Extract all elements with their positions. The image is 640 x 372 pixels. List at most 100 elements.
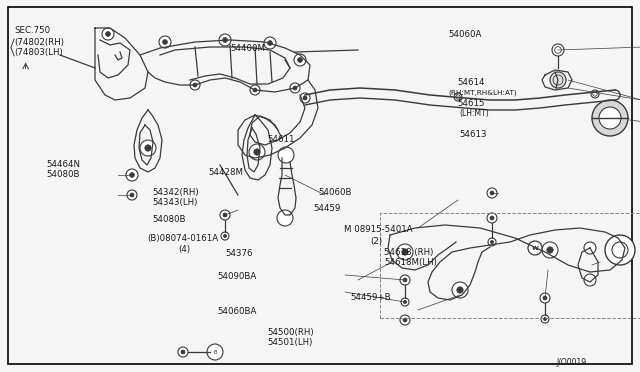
Text: J/O0019: J/O0019 (557, 358, 587, 367)
Text: 54459+B: 54459+B (351, 293, 391, 302)
Ellipse shape (487, 188, 497, 198)
Ellipse shape (457, 287, 463, 293)
Text: M 08915-5401A: M 08915-5401A (344, 225, 413, 234)
Ellipse shape (223, 234, 227, 238)
Ellipse shape (547, 247, 553, 253)
Ellipse shape (592, 100, 628, 136)
Ellipse shape (490, 240, 493, 244)
Text: 54428M: 54428M (208, 169, 243, 177)
Bar (380, 213, 640, 318)
Text: 54343(LH): 54343(LH) (152, 198, 198, 207)
Ellipse shape (106, 32, 111, 36)
Ellipse shape (400, 315, 410, 325)
Ellipse shape (268, 41, 273, 45)
Text: 54090BA: 54090BA (218, 272, 257, 280)
Text: 54500(RH): 54500(RH) (268, 328, 314, 337)
Ellipse shape (178, 347, 188, 357)
Text: B: B (213, 350, 217, 355)
Ellipse shape (221, 232, 229, 240)
Text: 54464N: 54464N (46, 160, 80, 169)
Text: 54614: 54614 (458, 78, 485, 87)
Text: 54501(LH): 54501(LH) (268, 339, 313, 347)
Ellipse shape (278, 147, 294, 163)
Ellipse shape (130, 193, 134, 197)
Text: (LH:MT): (LH:MT) (460, 109, 489, 118)
Text: 54060B: 54060B (319, 188, 352, 197)
Ellipse shape (253, 88, 257, 92)
Ellipse shape (249, 144, 265, 160)
Text: 54459: 54459 (314, 204, 341, 213)
Ellipse shape (145, 145, 151, 151)
Ellipse shape (298, 58, 302, 62)
Ellipse shape (488, 238, 496, 246)
Text: 54400M: 54400M (230, 44, 266, 53)
Text: (RH:MT,RH&LH:AT): (RH:MT,RH&LH:AT) (448, 90, 516, 96)
Ellipse shape (207, 344, 223, 360)
Text: SEC.750: SEC.750 (14, 26, 50, 35)
Ellipse shape (402, 249, 408, 255)
Ellipse shape (397, 244, 413, 260)
Ellipse shape (400, 275, 410, 285)
Ellipse shape (277, 210, 293, 226)
Text: 54611: 54611 (268, 135, 295, 144)
Ellipse shape (293, 86, 297, 90)
Text: 54618 (RH): 54618 (RH) (384, 248, 433, 257)
Ellipse shape (401, 298, 409, 306)
Text: (4): (4) (178, 245, 190, 254)
Ellipse shape (264, 37, 276, 49)
Text: 54080B: 54080B (46, 170, 79, 179)
Text: (B)08074-0161A: (B)08074-0161A (147, 234, 218, 243)
Ellipse shape (610, 240, 626, 256)
Text: 54376: 54376 (225, 249, 253, 258)
Text: 54060BA: 54060BA (218, 307, 257, 316)
Text: W: W (532, 246, 538, 250)
Ellipse shape (542, 242, 558, 258)
Text: 54615: 54615 (458, 99, 485, 108)
Ellipse shape (452, 282, 468, 298)
Ellipse shape (250, 85, 260, 95)
Ellipse shape (403, 278, 407, 282)
Ellipse shape (605, 235, 635, 265)
Ellipse shape (454, 93, 462, 101)
Ellipse shape (528, 241, 542, 255)
Ellipse shape (541, 315, 549, 323)
Ellipse shape (126, 169, 138, 181)
Ellipse shape (543, 296, 547, 300)
Ellipse shape (487, 213, 497, 223)
Ellipse shape (223, 213, 227, 217)
Ellipse shape (254, 149, 260, 155)
Text: 54342(RH): 54342(RH) (152, 188, 199, 197)
Ellipse shape (294, 54, 306, 66)
Ellipse shape (615, 245, 621, 251)
Ellipse shape (102, 28, 114, 40)
Ellipse shape (190, 80, 200, 90)
Ellipse shape (159, 36, 171, 48)
Ellipse shape (290, 83, 300, 93)
Text: 54618M(LH): 54618M(LH) (384, 258, 437, 267)
Text: (74803(LH): (74803(LH) (14, 48, 63, 57)
Text: (2): (2) (370, 237, 382, 246)
Ellipse shape (140, 140, 156, 156)
Ellipse shape (552, 44, 564, 56)
Text: (74802(RH): (74802(RH) (14, 38, 64, 47)
Ellipse shape (300, 93, 310, 103)
Text: 54060A: 54060A (448, 30, 481, 39)
Ellipse shape (543, 317, 547, 321)
Ellipse shape (490, 216, 494, 220)
Ellipse shape (550, 72, 566, 88)
Ellipse shape (193, 83, 197, 87)
Ellipse shape (223, 38, 227, 42)
Ellipse shape (403, 301, 406, 304)
Ellipse shape (540, 293, 550, 303)
Ellipse shape (303, 96, 307, 100)
Ellipse shape (220, 210, 230, 220)
Text: 54080B: 54080B (152, 215, 186, 224)
Ellipse shape (129, 173, 134, 177)
Ellipse shape (219, 34, 231, 46)
Ellipse shape (599, 107, 621, 129)
Ellipse shape (591, 90, 599, 98)
Ellipse shape (403, 318, 407, 322)
Text: 54613: 54613 (460, 130, 487, 139)
Ellipse shape (584, 242, 596, 254)
Ellipse shape (584, 274, 596, 286)
